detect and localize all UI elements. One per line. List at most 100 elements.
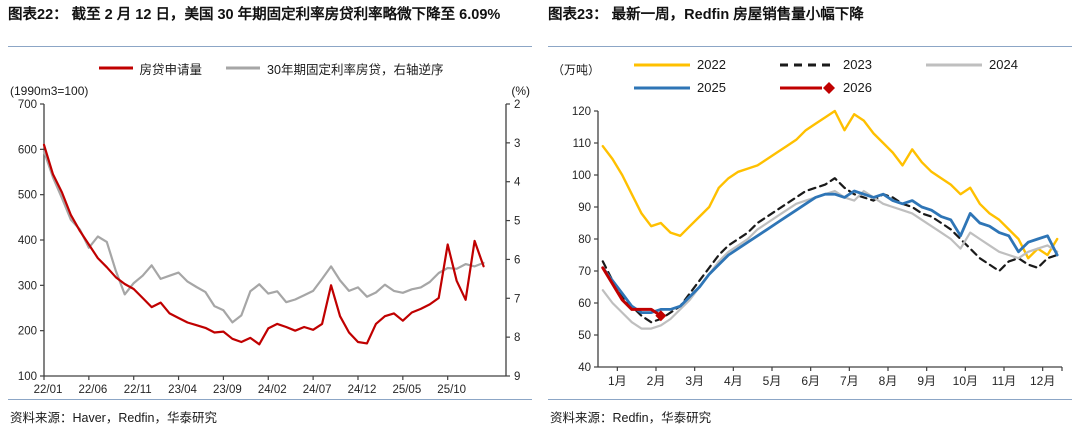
source-separator-right	[548, 399, 1072, 400]
svg-text:3: 3	[514, 138, 520, 150]
svg-text:11月: 11月	[992, 374, 1016, 388]
svg-text:50: 50	[578, 330, 591, 342]
legend-label: 30年期固定利率房贷，右轴逆序	[267, 62, 444, 77]
svg-text:22/06: 22/06	[78, 384, 107, 396]
svg-text:5月: 5月	[763, 374, 782, 388]
figure-22-legend: 房贷申请量 30年期固定利率房贷，右轴逆序	[8, 47, 532, 80]
svg-text:9月: 9月	[917, 374, 936, 388]
svg-text:6: 6	[514, 254, 520, 266]
svg-text:9: 9	[514, 371, 520, 383]
svg-text:2月: 2月	[647, 374, 666, 388]
series-2025	[601, 189, 1059, 315]
legend-cell: 2022	[632, 57, 778, 72]
svg-text:7月: 7月	[840, 374, 859, 388]
legend-row: 2025 2026	[632, 76, 1072, 99]
svg-text:12月: 12月	[1030, 374, 1055, 388]
svg-text:4月: 4月	[724, 374, 743, 388]
figure-23-legend: （万吨） 2022 2023 2024 2025 2026	[548, 47, 1072, 105]
figure-23-title: 图表23： 最新一周，Redfin 房屋销售量小幅下降	[548, 7, 864, 23]
series-2022	[601, 109, 1059, 260]
figure-22-title: 图表22： 截至 2 月 12 日，美国 30 年期固定利率房贷利率略微下降至 …	[8, 7, 501, 23]
svg-text:110: 110	[573, 138, 591, 150]
series-2024	[601, 189, 1059, 330]
series-2026	[601, 266, 663, 318]
legend-cell: 2023	[778, 57, 924, 72]
legend-cell: 2024	[924, 57, 1070, 72]
legend-cell: 2025	[632, 80, 778, 95]
svg-text:24/12: 24/12	[348, 384, 377, 396]
svg-text:24/07: 24/07	[303, 384, 332, 396]
figure-23-panel: 图表23： 最新一周，Redfin 房屋销售量小幅下降 （万吨） 2022 202…	[540, 0, 1080, 440]
legend-label: 2022	[697, 57, 726, 72]
svg-text:600: 600	[18, 144, 37, 156]
legend-item-30年期固定利率房贷，右轴逆序: 30年期固定利率房贷，右轴逆序	[224, 59, 443, 78]
legend-item-房贷申请量: 房贷申请量	[97, 59, 203, 78]
title-separator-left	[8, 46, 532, 47]
legend-label: 房贷申请量	[139, 62, 203, 77]
svg-text:400: 400	[18, 235, 37, 247]
figure-22-panel: 图表22： 截至 2 月 12 日，美国 30 年期固定利率房贷利率略微下降至 …	[8, 7, 532, 425]
right-axis-unit-label: (%)	[511, 84, 530, 98]
figure-22-source: 资料来源：Haver，Redfin，华泰研究	[10, 411, 217, 425]
legend-cell: 2026	[778, 80, 924, 95]
svg-text:120: 120	[572, 106, 591, 118]
source-separator-left	[8, 399, 532, 400]
legend-swatch-2025	[634, 86, 690, 89]
svg-text:100: 100	[572, 170, 591, 182]
svg-text:5: 5	[514, 216, 520, 228]
legend-item-2025: 2025	[632, 80, 726, 95]
title-separator-right	[548, 46, 1072, 47]
legend-label: 2026	[843, 80, 872, 95]
figure-22-chart-area: 房贷申请量 30年期固定利率房贷，右轴逆序 (1990m3=100) (%) 70…	[8, 47, 532, 399]
svg-text:40: 40	[578, 362, 591, 374]
svg-text:90: 90	[578, 202, 591, 214]
svg-text:22/11: 22/11	[124, 384, 152, 396]
svg-text:25/10: 25/10	[437, 384, 466, 396]
legend-item-2022: 2022	[632, 57, 726, 72]
svg-text:2: 2	[514, 99, 520, 111]
svg-text:8月: 8月	[879, 374, 898, 388]
legend-item-2026: 2026	[778, 80, 872, 95]
legend-label: 2025	[697, 80, 726, 95]
redfin-home-sales-seasonal-line-chart: 120 110 100 90 80 70 60 50 40 1月 2月 3月 4月 5月 6月 7月 8月 9月 1…	[572, 106, 1063, 388]
svg-text:300: 300	[18, 280, 37, 292]
left-axis-unit-label: (1990m3=100)	[10, 84, 89, 98]
series-房贷申请量	[42, 143, 485, 346]
svg-text:70: 70	[578, 266, 591, 278]
legend-swatch-2022	[634, 63, 690, 66]
svg-text:80: 80	[578, 234, 591, 246]
legend-label: 2023	[843, 57, 872, 72]
svg-text:24/02: 24/02	[258, 384, 287, 396]
legend-swatch-2024	[926, 63, 982, 66]
svg-text:25/05: 25/05	[392, 384, 421, 396]
legend-swatch-2023	[780, 63, 836, 66]
svg-text:60: 60	[578, 298, 591, 310]
svg-text:500: 500	[18, 190, 37, 202]
series-30年期固定利率房贷，右轴逆序	[42, 150, 485, 324]
legend-row: 2022 2023 2024	[632, 53, 1072, 76]
legend-swatch-房贷申请量	[98, 66, 133, 70]
legend-item-2024: 2024	[924, 57, 1018, 72]
legend-item-2023: 2023	[778, 57, 872, 72]
svg-text:6月: 6月	[801, 374, 820, 388]
svg-text:10月: 10月	[953, 374, 978, 388]
svg-text:700: 700	[18, 99, 37, 111]
svg-text:22/01: 22/01	[34, 384, 63, 396]
figure-22-axis-unit-row: (1990m3=100) (%)	[8, 80, 532, 98]
svg-text:23/09: 23/09	[213, 384, 242, 396]
svg-text:100: 100	[18, 371, 37, 383]
legend-label: 2024	[989, 57, 1018, 72]
legend-swatch-30年期固定利率房贷，右轴逆序	[226, 66, 261, 70]
svg-text:200: 200	[18, 326, 37, 338]
series-2023	[601, 177, 1059, 324]
svg-text:4: 4	[514, 177, 521, 189]
y-axis-unit-label: （万吨）	[552, 63, 601, 77]
legend-swatch-2026	[780, 81, 835, 94]
svg-text:8: 8	[514, 332, 520, 344]
mortgage-applications-rate-line-chart: 700 600 500 400 300 200 100 2 3 4 5 6 7 8 9 22/01 22/06 2…	[18, 99, 521, 396]
svg-text:3月: 3月	[685, 374, 704, 388]
figure-23-source: 资料来源：Redfin，华泰研究	[550, 411, 712, 425]
svg-text:23/04: 23/04	[168, 384, 197, 396]
svg-text:7: 7	[514, 293, 520, 305]
